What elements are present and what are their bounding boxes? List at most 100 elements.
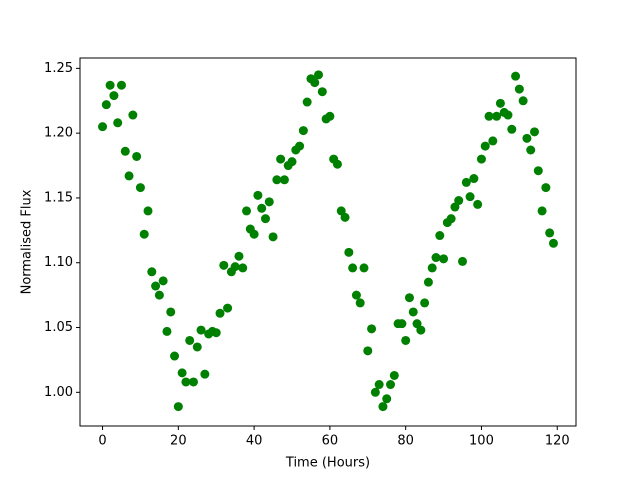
data-point <box>465 192 475 202</box>
data-point <box>530 127 540 137</box>
data-point <box>370 387 380 397</box>
data-point <box>435 231 445 241</box>
data-point <box>219 260 229 270</box>
data-point <box>507 124 517 134</box>
data-point <box>242 206 252 216</box>
data-point <box>113 118 123 128</box>
data-point <box>143 206 153 216</box>
data-point <box>310 78 320 88</box>
data-point <box>476 154 486 164</box>
data-point <box>272 175 282 185</box>
data-point <box>522 133 532 143</box>
data-point <box>401 335 411 345</box>
data-point <box>340 212 350 222</box>
data-point <box>446 214 456 224</box>
y-tick-label: 1.25 <box>44 61 73 76</box>
data-point <box>317 87 327 97</box>
data-point <box>98 122 108 132</box>
x-tick-label: 80 <box>397 434 414 449</box>
data-point <box>469 174 479 184</box>
data-point <box>518 96 528 106</box>
y-axis-label: Normalised Flux <box>20 189 35 294</box>
data-point <box>139 229 149 239</box>
data-point <box>367 324 377 334</box>
data-point <box>230 262 240 272</box>
data-point <box>511 71 521 81</box>
data-point <box>348 263 358 273</box>
data-point <box>211 328 221 338</box>
y-tick-label: 1.00 <box>44 385 73 400</box>
data-point <box>450 202 460 212</box>
data-point <box>386 380 396 390</box>
data-point <box>105 80 115 90</box>
data-point <box>268 232 278 242</box>
x-tick-label: 20 <box>170 434 187 449</box>
data-point <box>260 214 270 224</box>
data-point <box>548 238 558 248</box>
data-point <box>503 110 513 120</box>
data-point <box>404 293 414 303</box>
data-point <box>158 276 168 286</box>
data-point <box>253 190 263 200</box>
data-point <box>359 263 369 273</box>
data-point <box>302 97 312 107</box>
data-point <box>188 377 198 387</box>
x-tick-label: 100 <box>469 434 494 449</box>
data-point <box>177 368 187 378</box>
data-point <box>382 394 392 404</box>
data-point <box>389 370 399 380</box>
data-point <box>397 319 407 329</box>
data-point <box>431 253 441 263</box>
data-point <box>488 136 498 146</box>
x-axis-label: Time (Hours) <box>285 456 370 471</box>
data-point <box>249 229 259 239</box>
x-tick-label: 120 <box>545 434 570 449</box>
data-point <box>458 256 468 266</box>
data-point <box>135 183 145 193</box>
data-point <box>336 206 346 216</box>
data-point <box>124 171 134 181</box>
data-point <box>173 402 183 412</box>
data-point <box>279 175 289 185</box>
data-point <box>287 157 297 167</box>
data-point <box>215 308 225 318</box>
data-point <box>295 141 305 151</box>
data-point <box>325 111 335 121</box>
data-point <box>408 307 418 317</box>
data-point <box>128 110 138 120</box>
data-point <box>264 197 274 207</box>
data-point <box>363 346 373 356</box>
data-point <box>492 111 502 121</box>
data-point <box>200 369 210 379</box>
data-point <box>344 247 354 257</box>
data-point <box>416 325 426 335</box>
data-point <box>116 80 126 90</box>
data-point <box>480 141 490 151</box>
data-point <box>423 277 433 287</box>
data-point <box>374 380 384 390</box>
data-point <box>257 203 267 213</box>
data-point <box>276 154 286 164</box>
data-point <box>420 298 430 308</box>
data-point <box>185 335 195 345</box>
data-point <box>109 91 119 101</box>
data-point <box>378 402 388 412</box>
data-point <box>101 100 111 110</box>
data-point <box>332 159 342 169</box>
data-point <box>234 251 244 261</box>
data-point <box>439 254 449 264</box>
y-tick-label: 1.05 <box>44 320 73 335</box>
data-point <box>147 267 157 277</box>
y-tick-label: 1.15 <box>44 190 73 205</box>
data-point <box>545 228 555 238</box>
data-point <box>170 351 180 361</box>
data-point <box>461 177 471 187</box>
data-point <box>196 325 206 335</box>
x-tick-label: 0 <box>98 434 106 449</box>
data-point <box>132 151 142 161</box>
data-point <box>427 263 437 273</box>
y-tick-label: 1.10 <box>44 255 73 270</box>
data-point <box>514 84 524 94</box>
